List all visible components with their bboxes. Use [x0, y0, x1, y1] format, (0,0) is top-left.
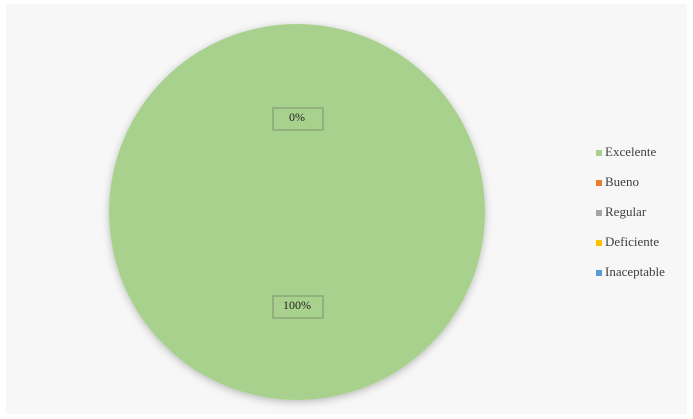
data-label: 100% [283, 298, 311, 312]
legend-label: Inaceptable [605, 264, 665, 279]
pie [109, 24, 485, 400]
data-label: 0% [289, 110, 305, 124]
legend-swatch [596, 180, 602, 186]
legend-label: Bueno [605, 174, 639, 189]
legend-swatch [596, 150, 602, 156]
legend-swatch [596, 270, 602, 276]
pie-slice [109, 24, 485, 400]
label-shadow [272, 295, 324, 319]
legend-label: Regular [605, 204, 647, 219]
legend: Excelente Bueno Regular Deficiente Inaceptab… [596, 144, 665, 279]
label-shadow [272, 107, 324, 131]
legend-label: Deficiente [605, 234, 659, 249]
legend-label: Excelente [605, 144, 656, 159]
legend-swatch [596, 210, 602, 216]
labels: 100% 0% [272, 107, 324, 319]
legend-swatch [596, 240, 602, 246]
